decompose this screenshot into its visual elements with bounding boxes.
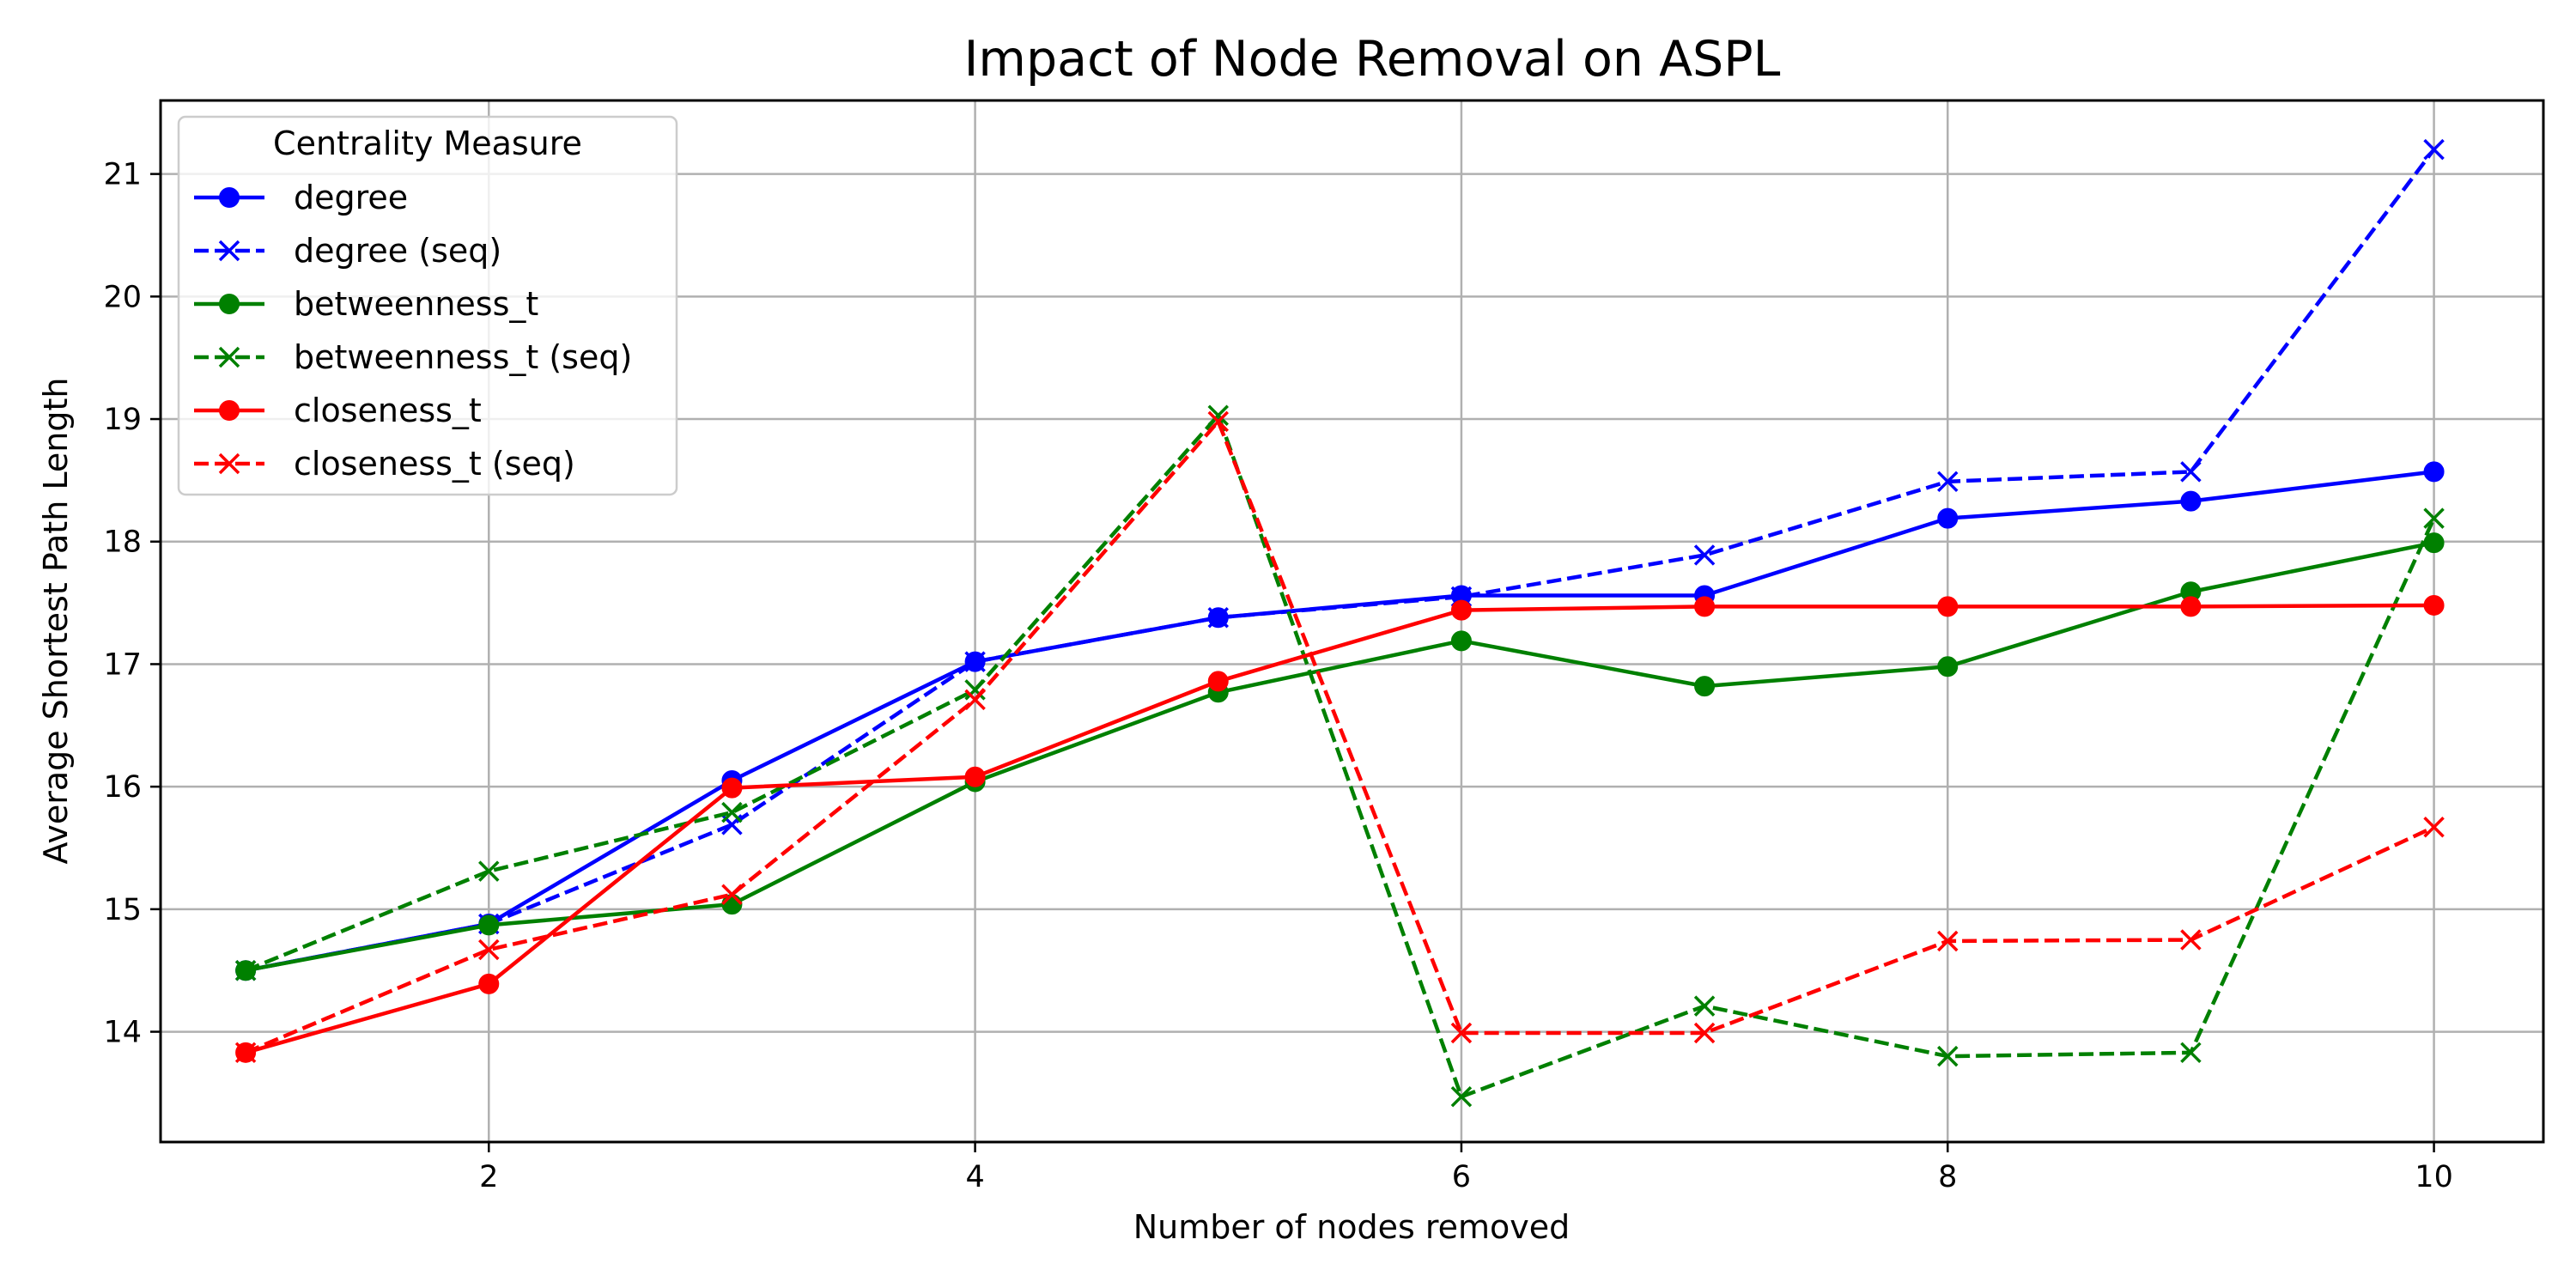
data-point xyxy=(964,689,986,711)
series-betweenness-t xyxy=(235,532,2445,981)
y-tick-label: 17 xyxy=(103,647,142,682)
data-point xyxy=(1450,1022,1473,1044)
data-point xyxy=(1937,930,1959,952)
data-point xyxy=(2423,817,2445,838)
data-point xyxy=(1937,596,1959,617)
legend-swatch-marker xyxy=(219,294,240,314)
legend-swatch-marker xyxy=(219,400,240,421)
data-point xyxy=(964,766,986,787)
y-tick-label: 18 xyxy=(103,526,142,560)
data-point xyxy=(2423,532,2445,554)
data-point xyxy=(2423,461,2445,483)
ticks: 2 4 6 8 10 14 15 16 17 18 19 20 21 xyxy=(103,158,2452,1194)
data-point xyxy=(478,973,500,994)
legend-entry: degree xyxy=(194,179,408,216)
legend-swatch-marker xyxy=(218,346,240,368)
data-point xyxy=(1937,507,1959,529)
data-point xyxy=(1207,410,1229,433)
legend-title: Centrality Measure xyxy=(273,125,582,162)
legend-label: closeness_t xyxy=(294,392,482,429)
legend-entry: closeness_t (seq) xyxy=(194,445,575,483)
series-line-degree-seq xyxy=(245,148,2436,973)
data-point xyxy=(2180,490,2202,512)
legend-box xyxy=(177,115,678,496)
series-line-betweenness-t xyxy=(245,540,2435,973)
x-tick-label: 6 xyxy=(1452,1160,1471,1194)
y-tick-label: 16 xyxy=(103,770,142,805)
series-layer xyxy=(234,138,2445,1108)
series-closeness-t xyxy=(235,594,2445,1063)
data-point xyxy=(2180,461,2202,483)
data-point xyxy=(721,884,743,905)
data-point xyxy=(1207,404,1229,426)
data-point xyxy=(1450,1085,1473,1108)
x-tick-label: 10 xyxy=(2415,1160,2453,1194)
plot-frame xyxy=(159,99,2545,1144)
data-point xyxy=(964,679,986,701)
x-tick-label: 2 xyxy=(479,1160,498,1194)
y-axis-label: Average Shortest Path Length xyxy=(37,378,75,865)
data-point xyxy=(2423,594,2445,616)
data-point xyxy=(1694,676,1716,697)
chart-title: Impact of Node Removal on ASPL xyxy=(964,31,1781,88)
y-tick-label: 19 xyxy=(103,403,142,437)
legend-entry: betweenness_t (seq) xyxy=(194,338,632,376)
data-point xyxy=(478,914,500,936)
data-point xyxy=(964,651,986,672)
data-point xyxy=(1937,471,1959,493)
legend: Centrality Measure degree degree (seq) bet… xyxy=(177,115,678,496)
legend-label: degree (seq) xyxy=(294,232,501,270)
data-point xyxy=(1937,656,1959,677)
legend-label: closeness_t (seq) xyxy=(294,445,575,483)
data-point xyxy=(1207,671,1229,692)
data-point xyxy=(2180,929,2202,951)
x-axis-label: Number of nodes removed xyxy=(1133,1208,1571,1246)
series-closeness-t-seq xyxy=(234,410,2445,1064)
legend-swatch-marker xyxy=(219,187,240,208)
series-line-closeness-t xyxy=(245,603,2434,1054)
y-tick-label: 14 xyxy=(103,1016,142,1050)
data-point xyxy=(2180,596,2202,617)
series-line-closeness-t-seq xyxy=(245,419,2435,1054)
data-point xyxy=(478,860,500,882)
x-tick-label: 4 xyxy=(965,1160,984,1194)
data-point xyxy=(234,959,257,981)
x-tick-label: 8 xyxy=(1938,1160,1957,1194)
legend-entry: degree (seq) xyxy=(194,232,501,270)
legend-entry: closeness_t xyxy=(194,392,482,429)
legend-swatch-marker xyxy=(218,453,240,475)
legend-label: betweenness_t xyxy=(294,285,538,323)
data-point xyxy=(478,939,500,961)
data-point xyxy=(2180,1042,2202,1064)
legend-label: betweenness_t (seq) xyxy=(294,338,632,376)
data-point xyxy=(1450,599,1472,621)
data-point xyxy=(1450,630,1472,652)
data-point xyxy=(234,1042,257,1064)
y-tick-label: 21 xyxy=(103,158,142,192)
data-point xyxy=(721,777,743,799)
y-tick-label: 20 xyxy=(103,280,142,314)
data-point xyxy=(721,801,743,823)
data-point xyxy=(1693,544,1716,566)
legend-entries: degree degree (seq) betweenness_t betweenne… xyxy=(194,179,632,483)
legend-swatch-marker xyxy=(218,240,240,262)
data-point xyxy=(1693,995,1716,1017)
data-point xyxy=(2423,138,2445,161)
data-point xyxy=(1693,1022,1716,1044)
y-tick-label: 15 xyxy=(103,893,142,927)
series-betweenness-t-seq xyxy=(234,404,2445,1108)
data-point xyxy=(2423,507,2445,529)
legend-label: degree xyxy=(294,179,408,216)
series-line-betweenness-t-seq xyxy=(245,413,2436,1099)
series-line-degree xyxy=(245,470,2434,973)
data-point xyxy=(1937,1045,1959,1067)
legend-entry: betweenness_t xyxy=(194,285,538,323)
data-point xyxy=(1207,606,1229,629)
data-point xyxy=(1694,596,1716,617)
